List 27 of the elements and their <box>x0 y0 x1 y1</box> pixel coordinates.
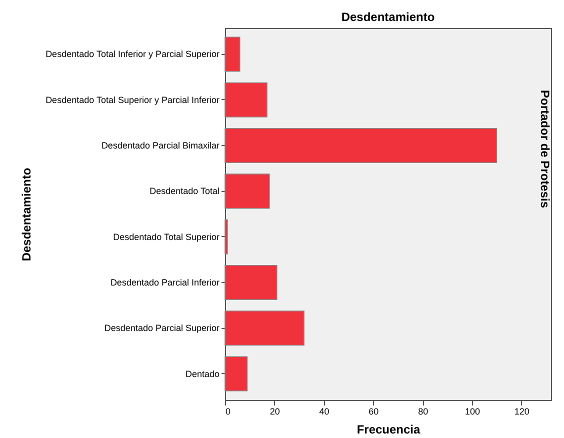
x-tick-label: 100 <box>464 406 480 416</box>
y-tick-label: Desdentado Total Superior y Parcial Inferior <box>46 94 220 105</box>
bar <box>224 174 270 209</box>
y-tick-label: Desdentado Total Inferior y Parcial Superior <box>46 49 220 60</box>
y-tick-label: Desdentado Parcial Inferior <box>110 277 220 288</box>
bar <box>224 36 240 72</box>
y-axis-title: Desdentamiento <box>19 168 34 262</box>
y-tick-label: Desdentado Total Superior <box>113 232 220 242</box>
chart-title: Desdentamiento <box>341 10 435 24</box>
bar <box>224 82 268 118</box>
x-tick-label: 120 <box>514 406 530 416</box>
x-tick-label: 20 <box>270 406 280 416</box>
bar <box>224 356 248 392</box>
x-tick-label: 60 <box>368 406 379 416</box>
bar <box>224 310 304 346</box>
x-tick-label: 0 <box>226 406 231 416</box>
annotation: Portador de Protesis <box>538 90 552 208</box>
bar <box>224 264 278 300</box>
x-axis-title: Frecuencia <box>356 422 420 436</box>
y-tick-label: Desdentado Total <box>150 186 220 196</box>
y-tick-label: Dentado <box>185 368 220 379</box>
bar <box>224 219 228 254</box>
x-tick-label: 40 <box>319 406 330 416</box>
bar <box>224 128 498 164</box>
y-tick-label: Desdentado Parcial Superior <box>104 323 220 334</box>
y-tick-label: Desdentado Parcial Bimaxilar <box>101 140 220 151</box>
x-tick-label: 80 <box>418 406 428 416</box>
